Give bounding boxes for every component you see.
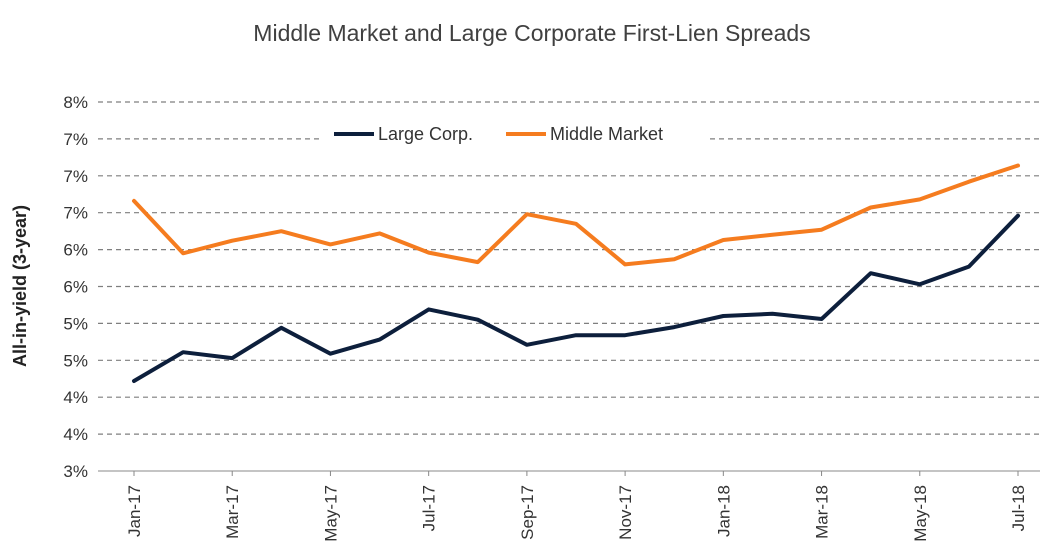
- y-tick-label: 5%: [63, 314, 88, 333]
- y-tick-label: 6%: [63, 241, 88, 260]
- y-axis-ticks: 3% 4% 4% 5% 5% 6% 6% 7% 7% 7% 8%: [63, 93, 88, 481]
- x-tick-label: Mar-18: [813, 485, 832, 539]
- y-tick-label: 7%: [63, 130, 88, 149]
- y-tick-label: 3%: [63, 462, 88, 481]
- x-tick-label: Jul-18: [1009, 485, 1028, 531]
- y-tick-label: 4%: [63, 425, 88, 444]
- y-tick-label: 4%: [63, 388, 88, 407]
- x-tick-label: Nov-17: [616, 485, 635, 540]
- y-tick-label: 7%: [63, 204, 88, 223]
- chart-title: Middle Market and Large Corporate First-…: [253, 20, 811, 46]
- x-tick-label: Jan-17: [125, 485, 144, 537]
- y-tick-label: 7%: [63, 167, 88, 186]
- y-tick-label: 5%: [63, 351, 88, 370]
- gridlines: [98, 101, 1040, 435]
- x-tick-label: Jul-17: [420, 485, 439, 531]
- series-line-middle-market: [132, 163, 1020, 267]
- legend: Large Corp. Middle Market: [322, 120, 710, 150]
- y-tick-label: 6%: [63, 278, 88, 297]
- series-line-large-corp: [132, 213, 1020, 383]
- series-lines: [132, 163, 1020, 383]
- legend-label: Middle Market: [550, 124, 663, 144]
- x-tick-label: Mar-17: [223, 485, 242, 539]
- x-tick-label: Jan-18: [714, 485, 733, 537]
- y-axis-label: All-in-yield (3-year): [10, 205, 30, 367]
- x-axis-ticks: Jan-17 Mar-17 May-17 Jul-17 Sep-17 Nov-17 Jan-…: [125, 471, 1028, 542]
- x-tick-label: May-17: [321, 485, 340, 542]
- x-tick-label: Sep-17: [518, 485, 537, 540]
- y-tick-label: 8%: [63, 93, 88, 112]
- x-tick-label: May-18: [911, 485, 930, 542]
- legend-label: Large Corp.: [378, 124, 473, 144]
